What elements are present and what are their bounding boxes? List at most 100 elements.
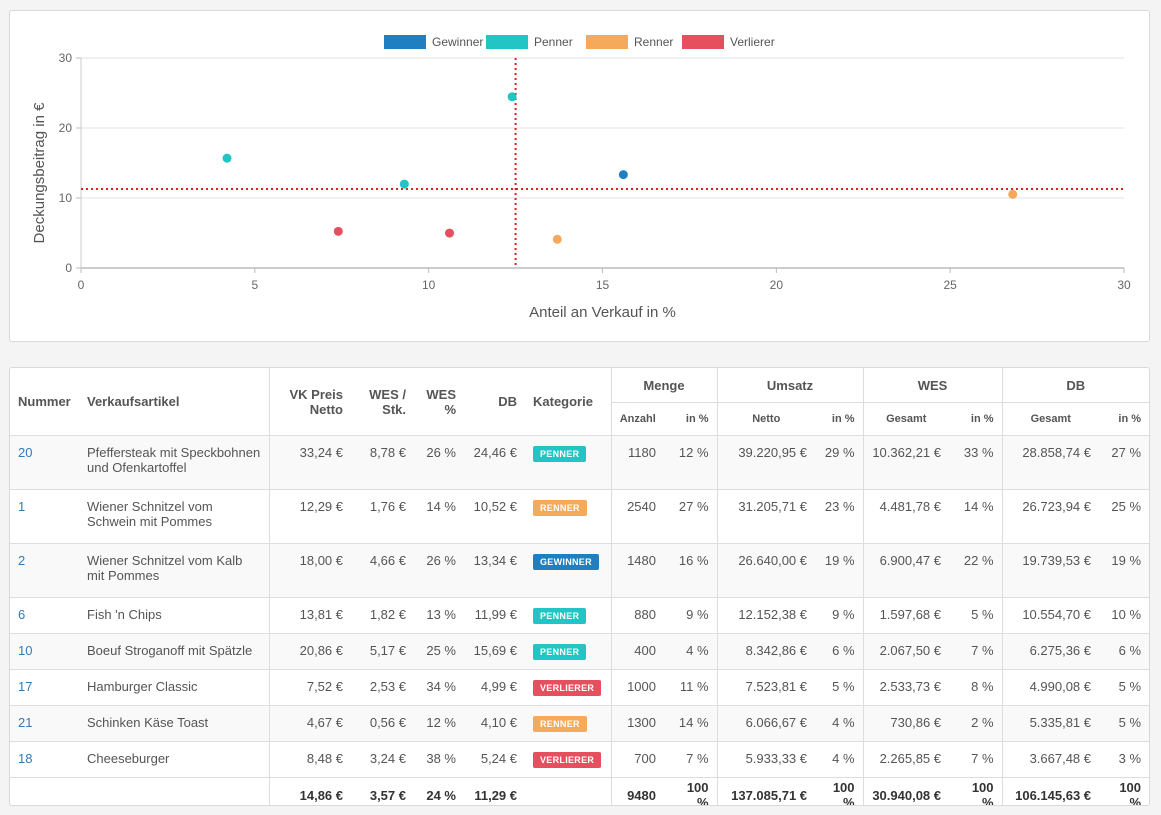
legend-swatch	[682, 35, 724, 49]
cell-wes-gesamt-pct: 14 %	[963, 499, 994, 514]
table-panel: Nummer Verkaufsartikel VK Preis Netto WES…	[9, 367, 1150, 806]
cell-wes-gesamt-pct: 33 %	[963, 445, 994, 460]
cell-umsatz: 5.933,33 €	[716, 741, 816, 778]
col-anzahl[interactable]: Anzahl	[610, 402, 664, 436]
cell-menge-pct: 12 %	[678, 445, 709, 460]
total-db-gesamt: 106.145,63 €	[1001, 777, 1100, 805]
cell-wes-pct: 13 %	[426, 607, 456, 622]
cell-wes-pct: 38 %	[426, 751, 456, 766]
legend-item-penner[interactable]: Penner	[486, 35, 573, 49]
cell-artikel: Wiener Schnitzel vom Schwein mit Pommes	[87, 499, 213, 529]
col-umsatz-netto[interactable]: Netto	[716, 402, 816, 436]
total-umsatz: 137.085,71 €	[716, 777, 816, 805]
cell-wes-gesamt: 10.362,21 €	[862, 435, 950, 490]
col-kategorie[interactable]: Kategorie	[533, 394, 593, 409]
cell-anzahl: 880	[610, 597, 664, 634]
total-db-gesamt-pct: 100 %	[1099, 777, 1149, 805]
cell-umsatz: 8.342,86 €	[716, 633, 816, 670]
data-point-penner	[222, 153, 232, 163]
item-number-link[interactable]: 18	[18, 751, 33, 766]
cell-umsatz: 7.523,81 €	[716, 669, 816, 706]
cell-wes-stk: 5,17 €	[369, 643, 406, 658]
cell-db: 24,46 €	[473, 445, 517, 460]
cell-db-gesamt-pct: 10 %	[1111, 607, 1142, 622]
col-db[interactable]: DB	[498, 394, 517, 409]
cell-db-gesamt-pct: 6 %	[1118, 643, 1142, 658]
y-axis-title: Deckungsbeitrag in €	[31, 102, 48, 244]
cell-db-gesamt-pct: 5 %	[1118, 715, 1142, 730]
item-number-link[interactable]: 17	[18, 679, 33, 694]
legend-item-verlierer[interactable]: Verlierer	[682, 35, 775, 49]
item-number-link[interactable]: 1	[18, 499, 26, 514]
total-wes-gesamt: 30.940,08 €	[862, 777, 950, 805]
cell-vk: 12,29 €	[268, 489, 351, 544]
item-number-link[interactable]: 2	[18, 553, 26, 568]
cell-db-gesamt: 19.739,53 €	[1001, 543, 1100, 598]
cell-wes-stk: 4,66 €	[369, 553, 406, 568]
item-number-link[interactable]: 20	[18, 445, 33, 460]
legend-item-renner[interactable]: Renner	[586, 35, 673, 49]
x-tick-label: 10	[422, 278, 436, 292]
cell-wes-pct: 14 %	[426, 499, 456, 514]
cell-artikel: Boeuf Stroganoff mit Spätzle	[87, 643, 253, 658]
cell-anzahl: 2540	[610, 489, 664, 544]
legend-label: Verlierer	[730, 35, 775, 49]
table-row[interactable]: 18 Cheeseburger 8,48 € 3,24 € 38 % 5,24 € VERL…	[10, 741, 1149, 778]
data-point-penner	[507, 92, 517, 102]
col-wes-gesamt[interactable]: Gesamt	[862, 402, 950, 436]
cell-wes-gesamt: 6.900,47 €	[862, 543, 950, 598]
table-row[interactable]: 2 Wiener Schnitzel vom Kalb mit Pommes 18,…	[10, 543, 1149, 598]
col-wes-stk[interactable]: WES / Stk.	[369, 386, 406, 417]
cell-wes-gesamt-pct: 7 %	[971, 643, 994, 658]
total-umsatz-pct: 100 %	[815, 777, 864, 805]
total-menge-pct: 100 %	[664, 777, 718, 805]
data-point-verlierer	[333, 226, 343, 236]
cell-kategorie: RENNER	[525, 706, 611, 742]
col-wes-gesamt-pct[interactable]: in %	[970, 413, 994, 425]
table-row[interactable]: 17 Hamburger Classic 7,52 € 2,53 € 34 % 4,99 …	[10, 669, 1149, 706]
cell-artikel: Fish 'n Chips	[87, 607, 162, 622]
col-artikel[interactable]: Verkaufsartikel	[87, 394, 180, 409]
table-row[interactable]: 21 Schinken Käse Toast 4,67 € 0,56 € 12 % 4,1…	[10, 705, 1149, 742]
item-number-link[interactable]: 6	[18, 607, 26, 622]
col-db-gesamt[interactable]: Gesamt	[1001, 402, 1100, 436]
y-tick-label: 0	[65, 261, 72, 275]
cell-menge-pct: 14 %	[678, 715, 709, 730]
y-tick-label: 20	[59, 121, 73, 135]
cell-wes-gesamt: 2.265,85 €	[862, 741, 950, 778]
col-nummer[interactable]: Nummer	[18, 394, 71, 409]
cell-wes-gesamt-pct: 2 %	[971, 715, 994, 730]
cell-wes-stk: 8,78 €	[369, 445, 406, 460]
y-tick-label: 30	[59, 51, 73, 65]
total-vk: 14,86 €	[268, 777, 351, 805]
legend-item-gewinner[interactable]: Gewinner	[384, 35, 483, 49]
cell-artikel: Hamburger Classic	[87, 679, 198, 694]
col-menge-pct[interactable]: in %	[685, 413, 709, 425]
col-vk[interactable]: VK Preis Netto	[268, 368, 351, 436]
cell-anzahl: 400	[610, 633, 664, 670]
cell-db: 10,52 €	[473, 499, 517, 514]
cell-vk: 4,67 €	[268, 705, 351, 742]
cell-umsatz: 26.640,00 €	[716, 543, 816, 598]
table-row[interactable]: 10 Boeuf Stroganoff mit Spätzle 20,86 € 5,1…	[10, 633, 1149, 670]
col-umsatz-pct[interactable]: in %	[831, 413, 855, 425]
item-number-link[interactable]: 10	[18, 643, 33, 658]
col-wes-pct[interactable]: WES%	[426, 386, 456, 417]
cell-artikel: Cheeseburger	[87, 751, 170, 766]
table-row[interactable]: 1 Wiener Schnitzel vom Schwein mit Pommes…	[10, 489, 1149, 544]
table-row[interactable]: 20 Pfeffersteak mit Speckbohnen und Ofenk…	[10, 435, 1149, 490]
table-row[interactable]: 6 Fish 'n Chips 13,81 € 1,82 € 13 % 11,99 € PE…	[10, 597, 1149, 634]
col-db-gesamt-pct[interactable]: in %	[1118, 413, 1142, 425]
cell-anzahl: 1180	[610, 435, 664, 490]
cell-vk: 8,48 €	[268, 741, 351, 778]
cell-umsatz-pct: 29 %	[824, 445, 855, 460]
cell-wes-pct: 25 %	[426, 643, 456, 658]
cell-db-gesamt: 26.723,94 €	[1001, 489, 1100, 544]
cell-kategorie: PENNER	[525, 436, 611, 490]
category-badge: PENNER	[533, 446, 587, 462]
cell-kategorie: PENNER	[525, 598, 611, 634]
item-number-link[interactable]: 21	[18, 715, 33, 730]
cell-wes-pct: 26 %	[426, 553, 456, 568]
menu-engineering-table: Nummer Verkaufsartikel VK Preis Netto WES…	[10, 368, 1149, 805]
cell-wes-pct: 34 %	[426, 679, 456, 694]
